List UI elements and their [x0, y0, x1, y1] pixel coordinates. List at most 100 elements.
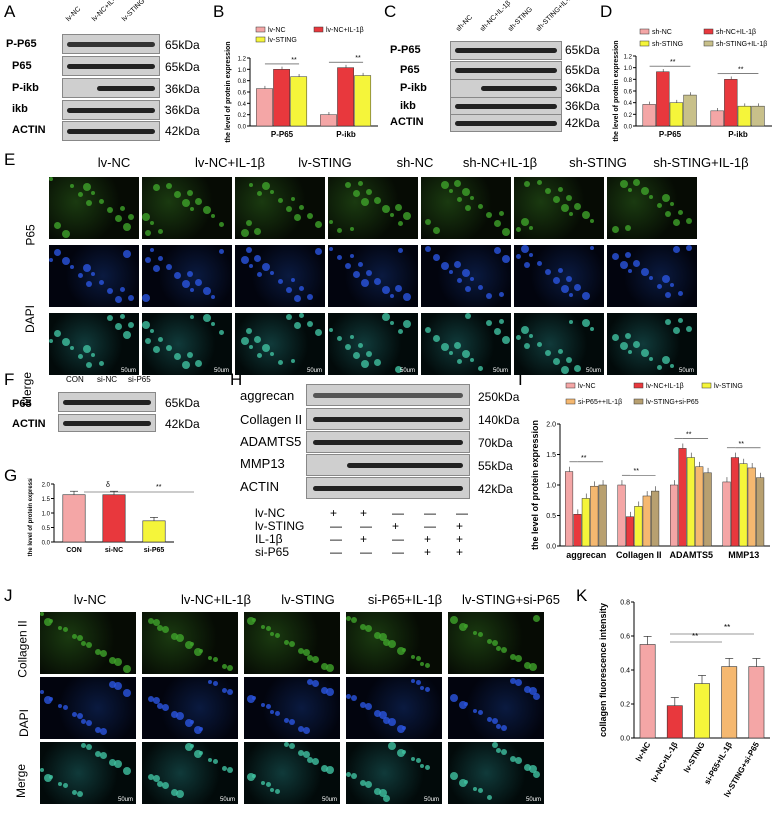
panel-label-f: F [4, 370, 15, 389]
h-condition-mark: — [392, 545, 404, 559]
cell-spot [120, 314, 125, 319]
y-tick-label: 0.6 [624, 90, 633, 96]
cell-spot [383, 795, 390, 802]
cell-spot [360, 780, 366, 786]
legend-swatch [565, 398, 576, 405]
panel-label-a: A [4, 2, 16, 21]
kda-label: 42kDa [565, 116, 600, 130]
cell-spot [395, 204, 402, 211]
cell-spot [145, 338, 151, 344]
cell-spot [91, 353, 95, 357]
cell-spot [203, 287, 211, 295]
y-tick-label: 0.0 [624, 125, 633, 131]
cell-spot [72, 712, 77, 717]
cell-spot [329, 328, 333, 332]
cell-spot [382, 313, 390, 321]
h-condition-mark: + [456, 545, 464, 559]
kda-label: 55kDa [478, 459, 513, 473]
y-tick-label: 2.0 [42, 483, 51, 489]
cell-spot [174, 191, 181, 198]
cell-spot [425, 327, 431, 333]
x-tick-label: Collagen II [616, 550, 662, 560]
cell-spot [382, 205, 390, 213]
cell-spot [628, 350, 632, 354]
y-tick-label: 0.5 [546, 513, 556, 520]
cell-spot [81, 641, 86, 646]
cell-spot [366, 270, 372, 276]
blot-strip [306, 477, 470, 499]
cell-spot [465, 313, 471, 319]
cell-spot [284, 718, 289, 723]
cell-spot [142, 213, 150, 221]
cell-spot [545, 269, 551, 275]
cell-spot [633, 341, 640, 348]
y-tick-label: 0.4 [238, 102, 247, 108]
cell-spot [303, 727, 310, 734]
cell-spot [70, 346, 74, 350]
cell-spot [398, 248, 403, 253]
legend-label: lv-STING [714, 383, 743, 390]
y-tick-label: 0.4 [624, 101, 633, 107]
cell-spot [299, 286, 304, 291]
blot-a-col-label: lv-NC [65, 5, 83, 23]
h-condition-mark: — [330, 545, 342, 559]
micrograph-image [514, 177, 604, 239]
cell-spot [462, 188, 470, 196]
cell-spot [194, 750, 202, 758]
cell-spot [590, 246, 594, 250]
cell-spot [459, 623, 467, 631]
cell-spot [388, 640, 396, 648]
cell-spot [219, 330, 224, 335]
cell-spot [516, 335, 521, 340]
cell-spot [433, 227, 440, 234]
cell-spot [487, 717, 492, 722]
kda-label: 36kDa [165, 82, 200, 96]
cell-spot [44, 618, 52, 626]
cell-spot [182, 361, 190, 369]
cell-spot [478, 366, 483, 371]
cell-spot [63, 705, 68, 710]
y-axis-label: the level of protein expression [225, 41, 232, 142]
bar [751, 105, 765, 127]
bar [354, 75, 372, 127]
cell-spot [612, 226, 619, 233]
cell-spot [78, 192, 83, 197]
sig-label: ** [634, 468, 640, 475]
x-tick-label: lv-NC [634, 740, 652, 763]
micrograph-image: 50um [49, 313, 139, 375]
cell-spot [54, 222, 61, 229]
bar [666, 705, 683, 739]
bar [142, 520, 166, 543]
cell-spot [574, 284, 581, 291]
cell-spot [351, 617, 357, 623]
cell-spot [153, 697, 160, 704]
cell-spot [350, 227, 354, 231]
cell-spot [153, 265, 160, 272]
y-tick-label: 1.2 [238, 57, 247, 63]
cell-spot [569, 212, 573, 216]
bar [695, 466, 704, 547]
cell-spot [262, 263, 270, 271]
cell-spot [657, 365, 662, 370]
h-condition-mark: — [360, 519, 372, 533]
cell-spot [227, 767, 233, 773]
x-tick-label: MMP13 [728, 550, 759, 560]
cell-spot [398, 329, 403, 334]
blot-c-col-label: sh-NC [455, 14, 475, 33]
scale-bar-label: 50um [585, 368, 601, 374]
cell-spot [441, 343, 449, 351]
bar [290, 76, 308, 127]
cell-spot [115, 296, 122, 303]
cell-spot [524, 686, 531, 693]
bar [739, 463, 748, 547]
bar [756, 477, 765, 547]
x-tick-label: lv-STING [682, 741, 707, 775]
cell-spot [478, 285, 483, 290]
cell-spot [241, 229, 249, 237]
cell-spot [261, 781, 265, 785]
cell-spot [345, 263, 351, 269]
cell-spot [470, 196, 474, 200]
cell-spot [374, 359, 381, 366]
y-tick-label: 0.0 [42, 541, 51, 547]
cell-spot [262, 182, 270, 190]
